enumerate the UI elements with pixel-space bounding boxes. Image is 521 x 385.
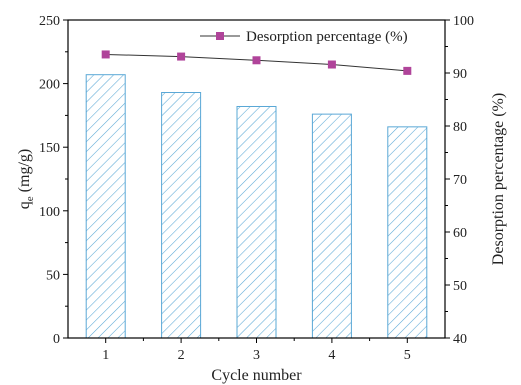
- x-tick-label: 3: [253, 348, 260, 363]
- y-tick-label: 0: [53, 332, 60, 347]
- desorption-point: [252, 56, 261, 65]
- y-axis-title: qe (mg/g): [16, 149, 36, 209]
- legend: Desorption percentage (%): [200, 29, 408, 45]
- legend-marker: [216, 32, 224, 40]
- x-tick-label: 4: [328, 348, 335, 363]
- desorption-point: [101, 50, 110, 59]
- y2-tick-label: 70: [453, 173, 467, 188]
- bar-series: [85, 74, 428, 339]
- y2-axis-title: Desorption percentage (%): [490, 93, 507, 265]
- y2-tick-label: 80: [453, 120, 467, 135]
- desorption-point: [177, 52, 186, 61]
- desorption-point: [403, 66, 412, 75]
- y-axis-title-unit: (mg/g): [16, 149, 33, 197]
- x-tick-label: 2: [178, 348, 185, 363]
- y2-tick-label: 100: [453, 14, 474, 29]
- right-axis: 40 50 60 70 80 90 100: [445, 14, 474, 347]
- y-tick-label: 150: [39, 141, 60, 156]
- x-tick-label: 1: [102, 348, 109, 363]
- y2-tick-label: 50: [453, 279, 467, 294]
- bar: [85, 74, 126, 339]
- y-axis-title-subscript: e: [24, 196, 36, 201]
- bar: [387, 126, 428, 339]
- y-tick-label: 100: [39, 205, 60, 220]
- y2-tick-label: 60: [453, 226, 467, 241]
- y-axis-title-main: q: [16, 201, 33, 209]
- y2-tick-label: 90: [453, 67, 467, 82]
- bar: [236, 105, 277, 339]
- bar: [311, 113, 352, 339]
- desorption-point: [327, 60, 336, 69]
- x-tick-label: 5: [404, 348, 411, 363]
- legend-label: Desorption percentage (%): [246, 29, 408, 45]
- y-tick-label: 200: [39, 78, 60, 93]
- x-axis-title: Cycle number: [211, 367, 302, 384]
- y2-tick-label: 40: [453, 332, 467, 347]
- left-axis: 0 50 100 150 200 250: [39, 14, 68, 347]
- y-tick-label: 50: [46, 268, 60, 283]
- bar: [161, 92, 202, 339]
- x-axis: 1 2 3 4 5: [102, 338, 411, 363]
- line-series: [101, 50, 412, 75]
- y-tick-label: 250: [39, 14, 60, 29]
